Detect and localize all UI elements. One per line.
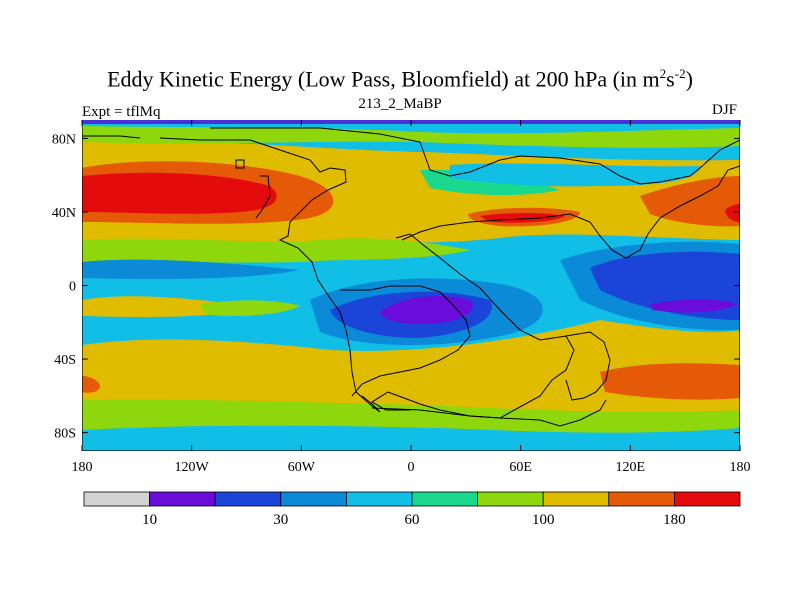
- colorbar: 10 30 60 100 180: [83, 491, 741, 528]
- season-label: DJF: [711, 102, 737, 118]
- field-tropic-purple: [380, 296, 473, 324]
- field-pacific-red: [82, 172, 277, 214]
- x-tick-label: 120E: [616, 460, 646, 475]
- y-tick-label: 80N: [52, 132, 76, 147]
- colorbar-label: 10: [142, 512, 157, 528]
- colorbar-swatch: [345, 491, 413, 507]
- colorbar-label: 30: [273, 512, 288, 528]
- x-tick-label: 60W: [288, 460, 316, 475]
- colorbar-swatch: [674, 491, 741, 507]
- colorbar-swatch: [608, 491, 675, 507]
- plot-area: [82, 120, 740, 451]
- colorbar-swatch: [149, 491, 216, 507]
- colorbar-swatch: [83, 491, 150, 507]
- field-north-green: [82, 238, 470, 263]
- coastline-australia: [565, 331, 611, 401]
- chart-title: Eddy Kinetic Energy (Low Pass, Bloomfiel…: [107, 66, 693, 92]
- x-tick-label: 180: [730, 460, 751, 475]
- x-tick-label: 120W: [175, 460, 210, 475]
- colorbar-label: 60: [405, 512, 420, 528]
- field-east-red: [725, 204, 740, 222]
- colorbar-swatch: [411, 491, 478, 507]
- experiment-label: Expt = tflMq: [82, 104, 161, 120]
- coastline-americas: [159, 137, 381, 413]
- field-south-orange: [600, 363, 740, 400]
- colorbar-swatch: [280, 491, 347, 507]
- field-south-orange-west: [82, 376, 100, 393]
- coastline-south-america: [340, 285, 471, 397]
- x-tick-label: 0: [408, 460, 415, 475]
- field-south-green: [82, 399, 740, 433]
- field-north-cyan-band: [450, 163, 700, 187]
- colorbar-swatch: [542, 491, 610, 507]
- field-tropic-purple-east: [650, 299, 738, 313]
- y-tick-label: 80S: [54, 427, 76, 442]
- coastline-africa-eurasia: [371, 165, 740, 419]
- field-tropic-cyan-center: [470, 261, 560, 281]
- y-axis: 80N 40N 0 40S 80S: [52, 132, 740, 442]
- field-arctic-green: [82, 126, 740, 148]
- coastline-north: [82, 127, 740, 219]
- colorbar-label: 180: [663, 512, 686, 528]
- field-tropic-blue-west: [82, 259, 300, 280]
- x-tick-label: 180: [72, 460, 93, 475]
- coastline-antarctic: [371, 399, 607, 427]
- chart-subtitle: 213_2_MaBP: [358, 96, 442, 112]
- x-axis: 180 120W 60W 0 60E 120E 180: [72, 120, 751, 475]
- colorbar-swatch: [477, 491, 544, 507]
- colorbar-swatch: [214, 491, 282, 507]
- y-tick-label: 40S: [54, 353, 76, 368]
- colorbar-label: 100: [532, 512, 555, 528]
- y-tick-label: 0: [69, 280, 76, 295]
- field-subtrop-green: [200, 300, 300, 316]
- y-tick-label: 40N: [52, 206, 76, 221]
- x-tick-label: 60E: [509, 460, 532, 475]
